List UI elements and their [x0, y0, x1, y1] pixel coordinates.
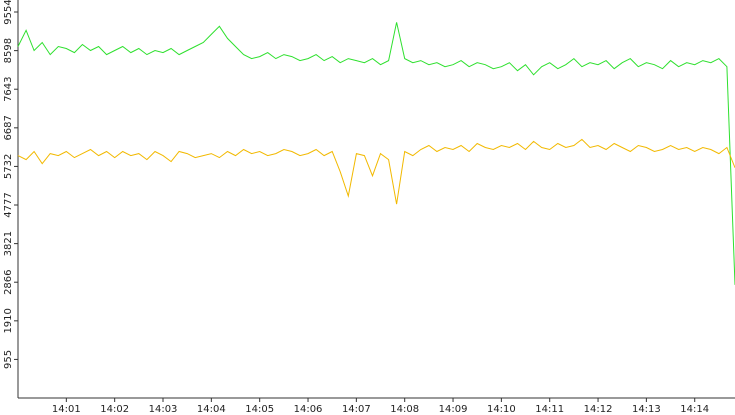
y-tick-label: 8598 [3, 38, 14, 63]
y-tick-label: 7643 [3, 76, 14, 101]
x-tick-label: 14:13 [632, 404, 661, 415]
x-tick-label: 14:01 [52, 404, 81, 415]
x-tick-label: 14:14 [680, 404, 709, 415]
x-tick-label: 14:05 [245, 404, 274, 415]
y-tick-label: 6687 [3, 115, 14, 140]
y-tick-label: 3821 [3, 231, 14, 256]
x-tick-label: 14:07 [342, 404, 371, 415]
x-tick-label: 14:12 [584, 404, 613, 415]
x-tick-label: 14:11 [535, 404, 564, 415]
y-tick-label: 4777 [3, 192, 14, 217]
y-tick-label: 5732 [3, 154, 14, 179]
y-tick-label: 1910 [3, 308, 14, 333]
series-line [17, 138, 735, 205]
x-tick-label: 14:04 [197, 404, 226, 415]
x-tick-label: 14:08 [390, 404, 419, 415]
y-tick-label: 9554 [3, 0, 14, 25]
x-tick-label: 14:06 [294, 404, 323, 415]
x-tick-label: 14:09 [439, 404, 468, 415]
y-tick-label: 2866 [3, 269, 14, 294]
y-tick-label: 955 [3, 350, 14, 369]
series-line [17, 22, 735, 285]
x-tick-label: 14:03 [149, 404, 178, 415]
x-tick-label: 14:10 [487, 404, 516, 415]
x-tick-label: 14:02 [100, 404, 129, 415]
